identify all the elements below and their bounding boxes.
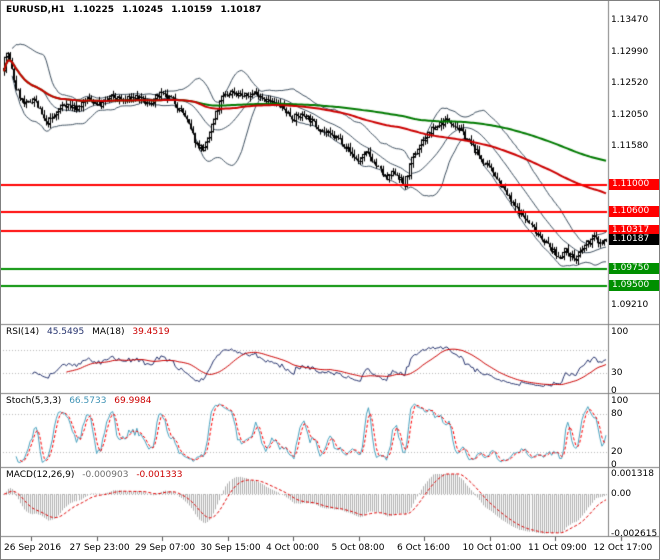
macd-axis-label: 0.00 bbox=[611, 489, 632, 499]
price-tag: 1.11000 bbox=[609, 179, 659, 190]
price-tag: 1.10600 bbox=[609, 206, 659, 217]
rsi-axis-label: 0 bbox=[611, 386, 617, 396]
macd-main-value: -0.000903 bbox=[82, 470, 129, 480]
macd-label: MACD(12,26,9) bbox=[6, 470, 75, 480]
price-axis-label: 1.12050 bbox=[611, 110, 649, 120]
stoch-main-value: 66.5733 bbox=[69, 396, 107, 406]
stoch-signal-value: 69.9984 bbox=[114, 396, 152, 406]
time-label: 4 Oct 00:00 bbox=[266, 543, 319, 553]
time-label: 26 Sep 2016 bbox=[4, 543, 62, 553]
price-tag: 1.10317 bbox=[609, 225, 659, 236]
price-tag: 1.10187 bbox=[609, 234, 659, 245]
stoch-axis-label: 100 bbox=[611, 396, 629, 406]
rsi-indicator-header: RSI(14) 45.5495 MA(18) 39.4519 bbox=[6, 327, 175, 337]
ohlc-open: 1.10225 bbox=[73, 5, 115, 15]
price-axis-label: 1.11580 bbox=[611, 141, 649, 151]
stoch-axis-label: 20 bbox=[611, 447, 623, 457]
stochastic-indicator-header: Stoch(5,3,3) 66.5733 69.9984 bbox=[6, 396, 157, 406]
time-label: 10 Oct 01:00 bbox=[462, 543, 522, 553]
rsi-value: 45.5495 bbox=[46, 327, 85, 337]
macd-indicator-header: MACD(12,26,9) -0.000903 -0.001333 bbox=[6, 470, 188, 480]
ohlc-close: 1.10187 bbox=[220, 5, 262, 15]
ohlc-high: 1.10245 bbox=[122, 5, 164, 15]
time-label: 5 Oct 08:00 bbox=[331, 543, 385, 553]
time-label: 12 Oct 17:00 bbox=[593, 543, 653, 553]
symbol-timeframe-label: EURUSD,H1 bbox=[6, 5, 65, 15]
price-axis-label: 1.09210 bbox=[611, 300, 649, 310]
rsi-ma-label: MA(18) bbox=[92, 327, 125, 337]
rsi-label: RSI(14) bbox=[6, 327, 40, 337]
stoch-axis-label: 0 bbox=[611, 460, 617, 470]
rsi-ma-value: 39.4519 bbox=[132, 327, 170, 337]
time-label: 29 Sep 07:00 bbox=[135, 543, 196, 553]
ohlc-low: 1.10159 bbox=[171, 5, 213, 15]
rsi-axis-label: 30 bbox=[611, 368, 623, 378]
time-label: 30 Sep 15:00 bbox=[200, 543, 261, 553]
rsi-axis-label: 100 bbox=[611, 327, 629, 337]
chart-title: EURUSD,H1 1.10225 1.10245 1.10159 1.1018… bbox=[6, 5, 266, 15]
price-axis-label: 1.12520 bbox=[611, 78, 649, 88]
time-label: 6 Oct 16:00 bbox=[397, 543, 450, 553]
stoch-label: Stoch(5,3,3) bbox=[6, 396, 62, 406]
price-axis-label: 1.13470 bbox=[611, 15, 649, 25]
time-label: 27 Sep 23:00 bbox=[69, 543, 130, 553]
price-tag: 1.09750 bbox=[609, 263, 659, 274]
macd-axis-label: -0.002615 bbox=[611, 529, 658, 539]
macd-axis-label: 0.001318 bbox=[611, 469, 654, 479]
price-axis-label: 1.12990 bbox=[611, 47, 649, 57]
time-label: 11 Oct 09:00 bbox=[528, 543, 587, 553]
price-tag: 1.09500 bbox=[609, 280, 659, 291]
macd-signal-value: -0.001333 bbox=[136, 470, 183, 480]
stoch-axis-label: 80 bbox=[611, 409, 623, 419]
